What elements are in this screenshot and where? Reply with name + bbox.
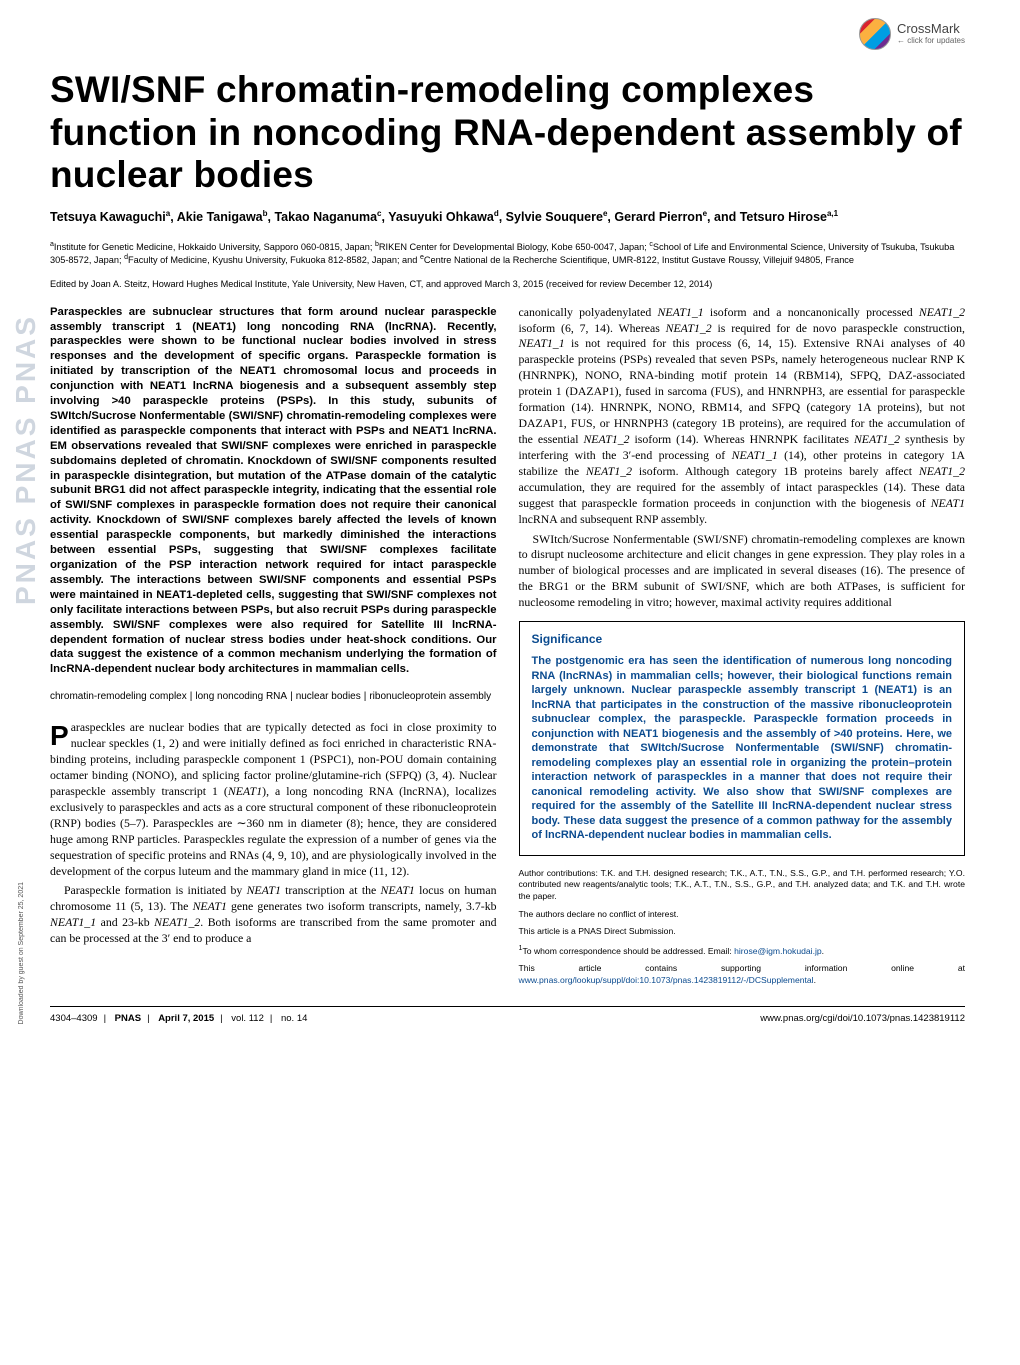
- edited-line: Edited by Joan A. Steitz, Howard Hughes …: [50, 279, 965, 291]
- right-column: canonically polyadenylated NEAT1_1 isofo…: [519, 305, 966, 993]
- intro-para-2: Paraspeckle formation is initiated by NE…: [50, 883, 497, 947]
- conflict-of-interest: The authors declare no conflict of inter…: [519, 909, 966, 921]
- significance-box: Significance The postgenomic era has see…: [519, 621, 966, 856]
- left-column: Paraspeckles are subnuclear structures t…: [50, 305, 497, 993]
- footnotes: Author contributions: T.K. and T.H. desi…: [519, 868, 966, 987]
- abstract: Paraspeckles are subnuclear structures t…: [50, 305, 497, 678]
- footer-doi[interactable]: www.pnas.org/cgi/doi/10.1073/pnas.142381…: [760, 1013, 965, 1024]
- pnas-watermark: PNAS PNAS PNAS: [8, 140, 44, 780]
- article-title: SWI/SNF chromatin-remodeling complexes f…: [50, 69, 965, 197]
- affiliations: aInstitute for Genetic Medicine, Hokkaid…: [50, 240, 965, 267]
- page-footer: 4304–4309| PNAS| April 7, 2015| vol. 112…: [50, 1006, 965, 1024]
- direct-submission: This article is a PNAS Direct Submission…: [519, 926, 966, 938]
- footer-citation: 4304–4309| PNAS| April 7, 2015| vol. 112…: [50, 1013, 307, 1024]
- keywords: chromatin-remodeling complex|long noncod…: [50, 689, 497, 704]
- significance-heading: Significance: [532, 632, 953, 646]
- col2-para-2: SWItch/Sucrose Nonfermentable (SWI/SNF) …: [519, 532, 966, 612]
- supporting-info: This article contains supporting informa…: [519, 963, 966, 986]
- crossmark-icon: [859, 18, 891, 50]
- author-contributions: Author contributions: T.K. and T.H. desi…: [519, 868, 966, 903]
- correspondence: 1To whom correspondence should be addres…: [519, 944, 966, 957]
- crossmark-label: CrossMark ← click for updates: [897, 22, 965, 45]
- author-list: Tetsuya Kawaguchia, Akie Tanigawab, Taka…: [50, 209, 965, 226]
- crossmark-badge[interactable]: CrossMark ← click for updates: [859, 18, 965, 50]
- col2-para-1: canonically polyadenylated NEAT1_1 isofo…: [519, 305, 966, 528]
- significance-text: The postgenomic era has seen the identif…: [532, 654, 953, 843]
- intro-para-1: Paraspeckles are nuclear bodies that are…: [50, 720, 497, 879]
- download-note: Downloaded by guest on September 25, 202…: [18, 882, 25, 1024]
